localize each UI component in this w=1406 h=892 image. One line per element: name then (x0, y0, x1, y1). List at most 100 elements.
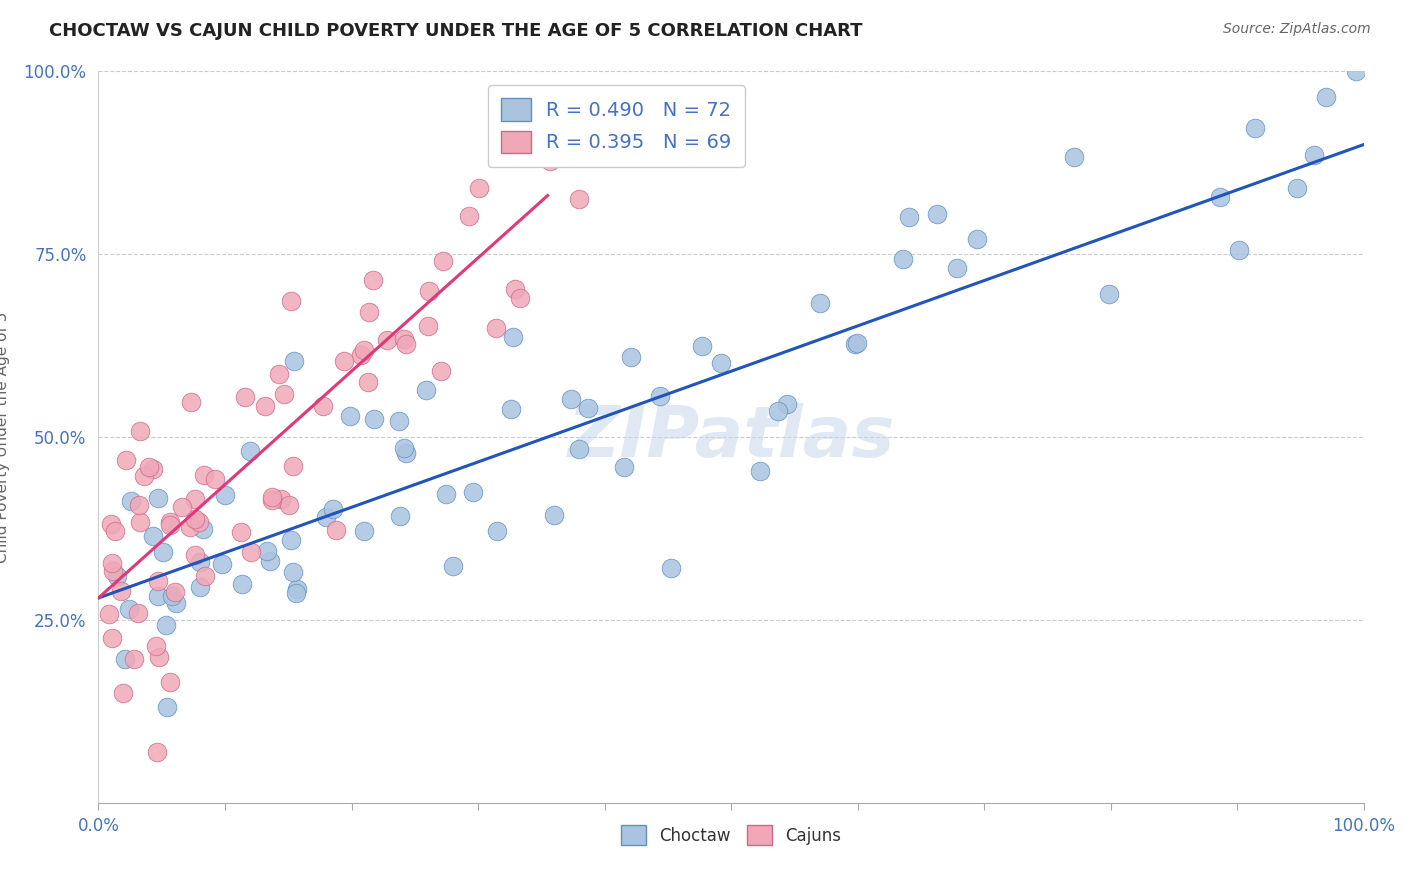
Point (284, 585, 307, 599)
Legend: Choctaw, Cajuns: Choctaw, Cajuns (613, 817, 849, 853)
Point (104, 524, 127, 538)
Point (142, 528, 165, 542)
Point (375, 333, 398, 347)
Point (146, 574, 169, 588)
Point (363, 412, 385, 426)
Point (1209, 190, 1232, 204)
Point (502, 330, 524, 344)
Point (285, 582, 308, 596)
Point (568, 442, 591, 457)
Point (322, 501, 344, 516)
Point (100, 516, 122, 531)
Point (768, 404, 790, 418)
Point (776, 397, 799, 411)
Point (748, 464, 770, 478)
Point (281, 565, 304, 579)
Point (273, 387, 295, 401)
Point (183, 491, 205, 506)
Point (159, 515, 181, 529)
Point (1244, 120, 1267, 135)
Point (468, 181, 491, 195)
Point (194, 568, 217, 582)
Point (165, 585, 187, 599)
Point (392, 332, 415, 346)
Point (188, 554, 211, 568)
Point (543, 508, 565, 523)
Point (111, 686, 134, 700)
Point (395, 337, 418, 351)
Point (110, 584, 132, 599)
Point (356, 375, 378, 389)
Point (253, 399, 276, 413)
Point (188, 515, 211, 529)
Point (267, 368, 290, 382)
Point (260, 491, 283, 505)
Point (418, 318, 440, 333)
Point (568, 192, 591, 206)
Point (214, 488, 236, 502)
Text: Source: ZipAtlas.com: Source: ZipAtlas.com (1223, 22, 1371, 37)
Text: ZIPatlas: ZIPatlas (568, 402, 894, 472)
Point (262, 493, 284, 508)
Point (159, 517, 181, 532)
Point (145, 639, 167, 653)
Point (233, 390, 256, 404)
Point (457, 210, 479, 224)
Point (159, 675, 181, 690)
Point (120, 493, 142, 508)
Point (692, 339, 714, 353)
Point (128, 498, 150, 512)
Point (353, 524, 375, 538)
Point (315, 509, 337, 524)
Point (339, 409, 361, 423)
Point (280, 533, 302, 547)
Point (184, 548, 207, 562)
Point (415, 383, 437, 397)
Point (1227, 243, 1250, 257)
Point (115, 453, 138, 467)
Point (160, 589, 183, 603)
Point (179, 520, 201, 534)
Point (325, 524, 347, 538)
Point (129, 515, 152, 529)
Point (353, 343, 375, 358)
Point (312, 399, 335, 413)
Point (270, 491, 292, 506)
Point (925, 206, 948, 220)
Point (357, 305, 380, 319)
Point (441, 558, 464, 573)
Point (509, 292, 531, 306)
Point (434, 487, 457, 501)
Point (891, 252, 914, 266)
Point (100, 557, 122, 571)
Point (148, 650, 170, 665)
Point (1344, 64, 1367, 78)
Point (156, 699, 179, 714)
Point (388, 414, 411, 428)
Point (138, 460, 160, 475)
Point (145, 745, 167, 759)
Point (1063, 149, 1085, 163)
Point (239, 545, 262, 559)
Point (122, 652, 145, 666)
Point (710, 356, 733, 370)
Point (231, 524, 253, 539)
Point (256, 544, 278, 558)
Point (148, 491, 170, 505)
Point (278, 499, 301, 513)
Point (101, 565, 124, 579)
Point (538, 154, 561, 169)
Point (101, 631, 124, 645)
Point (966, 232, 988, 246)
Point (180, 394, 202, 409)
Point (142, 461, 165, 475)
Point (127, 606, 149, 620)
Point (503, 282, 526, 296)
Point (395, 446, 418, 460)
Point (280, 294, 302, 309)
Point (132, 469, 155, 483)
Point (501, 402, 523, 417)
Point (1286, 180, 1309, 194)
Point (333, 354, 356, 368)
Point (576, 401, 599, 416)
